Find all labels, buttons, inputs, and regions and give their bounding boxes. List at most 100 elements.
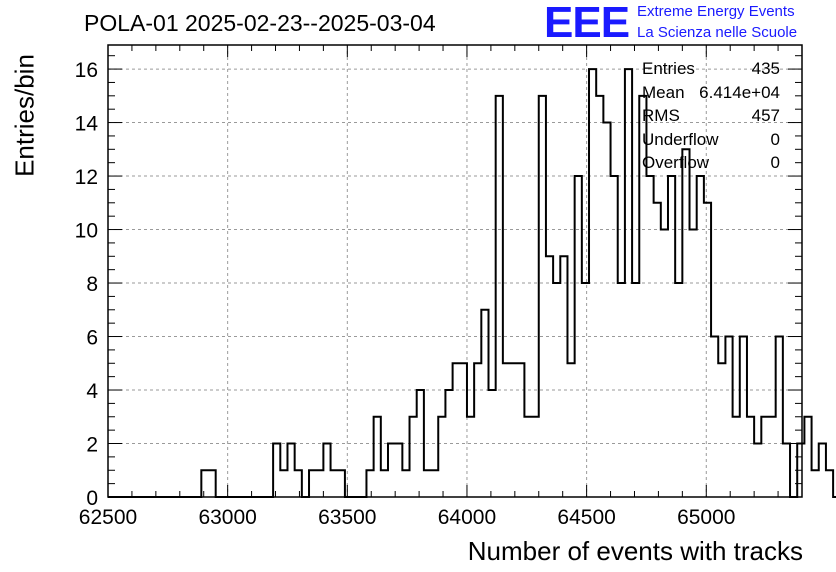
logo-line-2: La Scienza nelle Scuole	[637, 24, 798, 41]
histogram-bin	[690, 230, 697, 497]
y-tick-label: 4	[86, 380, 98, 403]
histogram-bin	[812, 470, 819, 497]
histogram-bin	[273, 444, 280, 497]
stats-key: RMS	[642, 106, 680, 125]
stats-value: 6.414e+04	[699, 82, 780, 102]
histogram-bin	[725, 337, 732, 497]
histogram-bin	[323, 444, 330, 497]
stats-value: 435	[751, 59, 780, 78]
histogram-bin	[460, 363, 467, 497]
histogram-bin	[654, 203, 661, 497]
y-axis-ticks: 0 2 4 6 8 10 12 14 16	[75, 55, 802, 510]
histogram-bin	[388, 444, 395, 497]
grid-lines	[107, 45, 802, 498]
stats-value: 0	[770, 129, 780, 149]
histogram-bin	[704, 203, 711, 497]
stats-key: Overflow	[642, 153, 710, 172]
plot-frame	[107, 44, 803, 498]
histogram-bin	[539, 96, 546, 497]
histogram-bin	[424, 470, 431, 497]
histogram-bin	[503, 363, 510, 497]
histogram-bin	[560, 256, 567, 497]
histogram-bin	[431, 470, 438, 497]
y-tick-label: 14	[75, 113, 99, 136]
stats-key: Mean	[642, 82, 685, 102]
histogram-bin	[661, 230, 668, 497]
histogram-bin	[474, 363, 481, 497]
stats-row-rms: RMS 457	[642, 105, 780, 129]
histogram-bin	[567, 363, 574, 497]
histogram-bin	[453, 363, 460, 497]
y-tick-label: 2	[86, 434, 98, 457]
histogram-bin	[546, 256, 553, 497]
chart-title: POLA-01 2025-02-23--2025-03-04	[84, 10, 436, 36]
stats-key: Underflow	[642, 129, 719, 149]
logo-line-1: Extreme Energy Events	[637, 3, 795, 20]
x-tick-label: 65000	[677, 506, 735, 529]
histogram-bin	[338, 470, 345, 497]
histogram-bin	[532, 417, 539, 497]
stats-value: 457	[751, 106, 780, 125]
histogram-bin	[819, 444, 826, 497]
y-tick-label: 16	[75, 59, 98, 82]
y-tick-label: 0	[86, 487, 98, 510]
stats-box: Entries 435 Mean 6.414e+04 RMS 457 Under…	[642, 58, 780, 176]
histogram-bin	[754, 444, 761, 497]
x-tick-label: 62500	[79, 506, 137, 529]
histogram-bin	[295, 470, 302, 497]
x-tick-label: 64000	[438, 506, 496, 529]
histogram-bin	[438, 417, 445, 497]
histogram-bin	[402, 470, 409, 497]
histogram-bin	[467, 417, 474, 497]
stats-row-mean: Mean 6.414e+04	[642, 82, 780, 106]
stats-key: Entries	[642, 59, 695, 78]
histogram-bin	[280, 470, 287, 497]
histogram-bin	[740, 337, 747, 497]
x-axis-ticks: 62500 63000 63500 64000 64500 65000	[79, 45, 803, 529]
histogram-bin	[747, 417, 754, 497]
y-axis-label: Entries/bin	[9, 54, 40, 177]
histogram-bin	[776, 337, 783, 497]
histogram-bin	[287, 444, 294, 497]
histogram-bin	[496, 96, 503, 497]
eee-logo: EEE	[544, 0, 630, 47]
histogram-bin	[761, 417, 768, 497]
y-tick-label: 12	[75, 166, 98, 189]
histogram-bin	[209, 470, 216, 497]
stats-value: 0	[770, 153, 780, 172]
histogram-bin	[517, 363, 524, 497]
histogram-bin	[201, 470, 208, 497]
y-tick-label: 10	[75, 220, 98, 243]
x-tick-label: 63000	[198, 506, 256, 529]
x-tick-label: 63500	[318, 506, 376, 529]
histogram-bin	[768, 417, 775, 497]
histogram-bin	[374, 417, 381, 497]
histogram-bin	[395, 444, 402, 497]
histogram-bin	[596, 96, 603, 497]
histogram-bin	[718, 363, 725, 497]
histogram-bin	[524, 417, 531, 497]
x-tick-label: 64500	[557, 506, 615, 529]
histogram-bin	[309, 470, 316, 497]
histogram-bin	[481, 310, 488, 497]
histogram-bin	[804, 417, 811, 497]
histogram-bin	[316, 470, 323, 497]
histogram-bin	[381, 470, 388, 497]
histogram-outline	[108, 68, 836, 498]
stats-row-overflow: Overflow 0	[642, 152, 780, 176]
stats-row-entries: Entries 435	[642, 58, 780, 82]
y-tick-label: 6	[86, 327, 98, 350]
histogram-bin	[783, 444, 790, 497]
histogram-bin	[826, 470, 833, 497]
x-axis-label: Number of events with tracks	[467, 536, 803, 566]
histogram-bin	[510, 363, 517, 497]
plot-border	[107, 44, 803, 498]
histogram-bin	[733, 417, 740, 497]
stats-row-underflow: Underflow 0	[642, 129, 780, 153]
y-tick-label: 8	[86, 273, 98, 296]
histogram-bin	[366, 470, 373, 497]
histogram-bin	[682, 149, 689, 497]
histogram-bin	[410, 417, 417, 497]
histogram-bin	[711, 337, 718, 497]
